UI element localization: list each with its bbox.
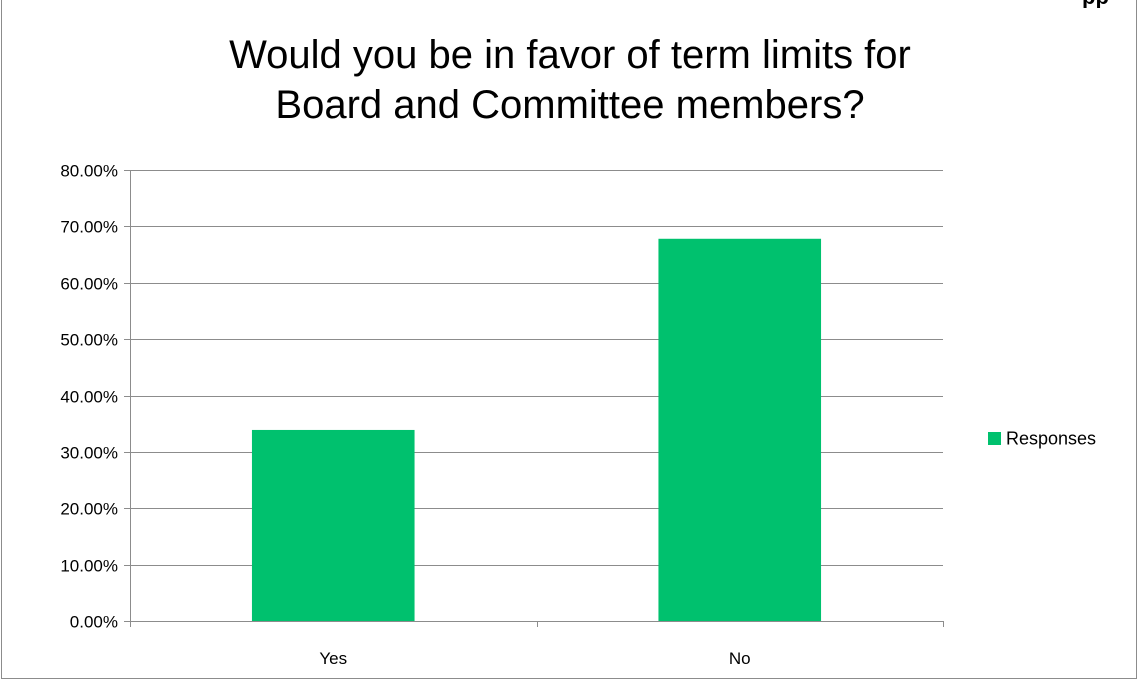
legend-label: Responses	[1006, 429, 1096, 449]
header-fragment: pp	[1082, 0, 1109, 8]
y-tick-label: 50.00%	[60, 331, 118, 350]
x-tick-label: Yes	[319, 649, 347, 668]
bar-yes[interactable]	[251, 429, 415, 621]
x-tick-labels: Yes No	[319, 649, 750, 668]
chart-title-line-1: Would you be in favor of term limits for	[229, 33, 911, 77]
y-tick-label: 60.00%	[60, 275, 118, 294]
header-fragment-clip: pp	[1082, 0, 1140, 8]
legend-swatch	[988, 432, 1001, 445]
y-tick-label: 40.00%	[60, 388, 118, 407]
axes	[124, 170, 944, 627]
y-tick-label: 10.00%	[60, 557, 118, 576]
y-tick-label: 30.00%	[60, 444, 118, 463]
y-tick-label: 20.00%	[60, 500, 118, 519]
bars	[251, 238, 822, 621]
chart-title-line-2: Board and Committee members?	[275, 83, 865, 127]
legend[interactable]: Responses	[988, 429, 1096, 449]
y-tick-label: 80.00%	[60, 162, 118, 181]
bar-no[interactable]	[658, 238, 822, 621]
y-tick-label: 0.00%	[70, 613, 118, 632]
chart-title: Would you be in favor of term limits for…	[0, 30, 1140, 130]
y-tick-labels: 0.00% 10.00% 20.00% 30.00% 40.00% 50.00% 60.00…	[60, 162, 118, 632]
x-tick-label: No	[729, 649, 751, 668]
y-tick-label: 70.00%	[60, 218, 118, 237]
